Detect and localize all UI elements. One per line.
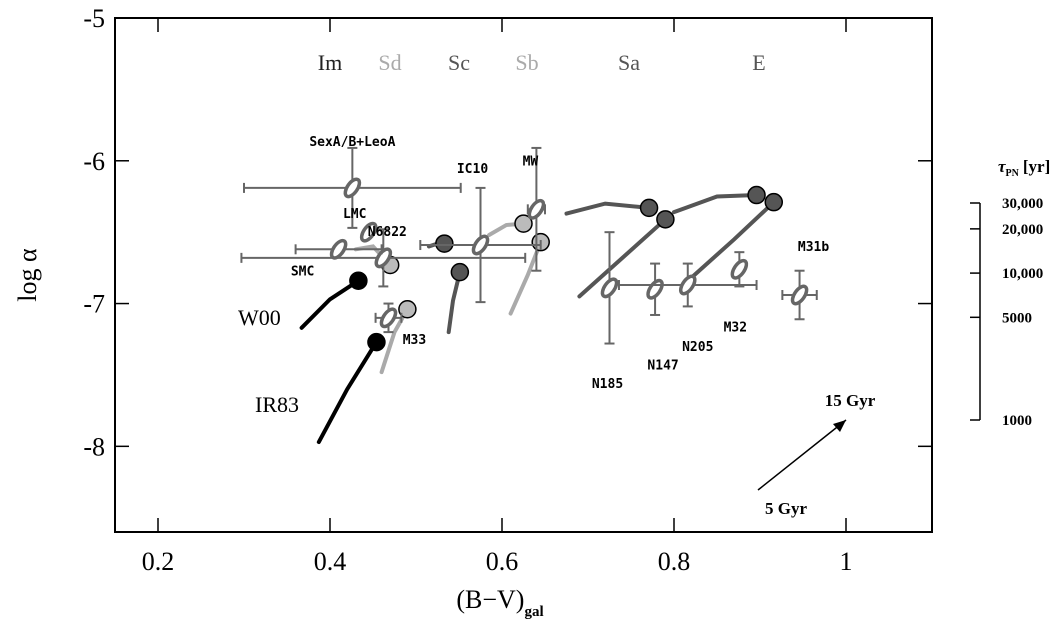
track-endpoint — [514, 214, 533, 233]
track-endpoint — [450, 262, 470, 282]
galaxy-marker — [646, 278, 664, 300]
galaxy-marker — [600, 277, 619, 299]
galaxy-marker — [379, 307, 398, 329]
y-tick-label: -8 — [83, 432, 105, 461]
galaxy-marker — [527, 198, 546, 220]
model-track — [689, 200, 776, 280]
x-axis-label: (B−V)gal — [456, 585, 543, 620]
galaxy-label: SMC — [291, 264, 314, 279]
y-tick-label: -5 — [83, 4, 105, 33]
y2-tick-label: 20,000 — [1002, 222, 1043, 238]
annotation: 15 Gyr — [825, 391, 876, 410]
track-endpoint — [639, 198, 659, 218]
y2-tick-label: 1000 — [1002, 413, 1032, 429]
y2-label-unit: [yr] — [1023, 157, 1050, 176]
x-tick-label: 0.8 — [658, 547, 691, 576]
model-track — [564, 201, 652, 216]
type-label: Sb — [515, 50, 538, 75]
track-endpoint — [349, 271, 368, 290]
model-track — [299, 278, 361, 330]
model-track — [446, 270, 462, 335]
track-endpoint — [398, 300, 417, 319]
arrow — [757, 419, 847, 491]
y-tick-label: -7 — [83, 290, 105, 319]
galaxy-label: N6822 — [368, 225, 407, 240]
y2-tick-label: 10,000 — [1002, 266, 1043, 282]
galaxy-label: M33 — [403, 333, 426, 348]
type-label: Sa — [618, 50, 640, 75]
track-label: IR83 — [255, 392, 299, 417]
y2-tick-label: 30,000 — [1002, 196, 1043, 212]
galaxy-label: M32 — [724, 320, 747, 335]
galaxy-marker — [471, 234, 490, 256]
galaxy-label: IC10 — [457, 162, 488, 177]
type-label: E — [752, 50, 765, 75]
track-endpoint — [747, 185, 766, 205]
type-label: Sc — [448, 50, 470, 75]
model-track — [316, 340, 379, 445]
track-label: W00 — [238, 305, 281, 330]
y2-label-main: τ — [998, 157, 1006, 176]
x-tick-label: 0.6 — [486, 547, 519, 576]
type-label: Im — [318, 50, 342, 75]
galaxy-marker — [359, 221, 378, 243]
x-tick-label: 0.4 — [314, 547, 347, 576]
galaxy-marker — [374, 247, 393, 269]
annotation: 5 Gyr — [765, 499, 807, 518]
plot-frame — [114, 17, 933, 533]
type-label: Sd — [378, 50, 401, 75]
x-axis-label-sub: gal — [524, 604, 543, 620]
y2-tick-label: 5000 — [1002, 310, 1032, 326]
x-tick-label: 1 — [840, 547, 853, 576]
track-endpoint — [656, 210, 675, 229]
track-endpoint — [367, 332, 386, 352]
y-tick-label: -6 — [83, 147, 105, 176]
galaxy-label: SexA/B+LeoA — [309, 135, 395, 150]
galaxy-marker — [790, 284, 809, 306]
galaxy-marker — [343, 177, 362, 199]
galaxy-label: M31b — [798, 240, 829, 255]
galaxy-label: N147 — [647, 358, 678, 373]
galaxy-marker — [329, 238, 348, 260]
galaxy-label: LMC — [343, 207, 366, 222]
galaxy-marker — [730, 258, 749, 280]
x-tick-label: 0.2 — [142, 547, 175, 576]
y2-axis-label: τPN [yr] — [998, 157, 1050, 179]
arrow-head — [833, 420, 846, 432]
model-track — [672, 193, 759, 215]
galaxy-label: N185 — [592, 377, 623, 392]
track-endpoint — [435, 234, 454, 253]
y2-label-sub: PN — [1006, 168, 1020, 179]
y-axis-label: log α — [13, 248, 42, 302]
galaxy-marker — [678, 274, 697, 296]
galaxy-label: MW — [523, 154, 539, 169]
galaxy-label: N205 — [682, 340, 713, 355]
track-endpoint — [764, 192, 784, 212]
x-axis-label-main: (B−V) — [456, 585, 524, 614]
model-track — [577, 217, 668, 299]
